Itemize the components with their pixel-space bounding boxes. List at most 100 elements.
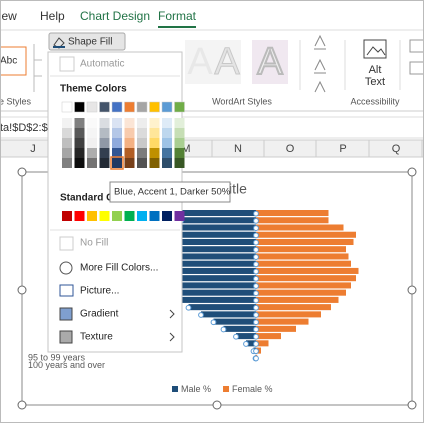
- color-swatch[interactable]: [137, 138, 147, 148]
- color-swatch[interactable]: [112, 128, 122, 138]
- color-swatch[interactable]: [162, 158, 172, 168]
- color-swatch[interactable]: [61, 101, 73, 113]
- color-swatch[interactable]: [112, 118, 122, 128]
- color-swatch[interactable]: [99, 118, 110, 128]
- color-swatch[interactable]: [62, 118, 72, 128]
- color-swatch[interactable]: [162, 118, 172, 128]
- color-swatch[interactable]: [111, 101, 123, 113]
- menu-item[interactable]: Gradient: [80, 309, 119, 320]
- color-swatch[interactable]: [124, 101, 135, 113]
- color-swatch[interactable]: [162, 138, 172, 148]
- color-swatch[interactable]: [136, 101, 148, 113]
- wordart-tile[interactable]: [252, 40, 288, 84]
- color-swatch[interactable]: [174, 118, 185, 128]
- color-swatch[interactable]: [74, 148, 85, 158]
- color-swatch[interactable]: [62, 148, 72, 158]
- resize-handle[interactable]: [17, 400, 27, 410]
- color-swatch[interactable]: [74, 101, 85, 113]
- color-swatch[interactable]: [99, 138, 110, 148]
- fill-color-bar: [53, 46, 65, 48]
- color-swatch[interactable]: [74, 128, 85, 138]
- color-swatch[interactable]: [112, 211, 122, 221]
- color-swatch[interactable]: [112, 148, 122, 158]
- color-swatch[interactable]: [137, 158, 147, 168]
- color-swatch[interactable]: [162, 128, 172, 138]
- resize-handle[interactable]: [212, 400, 222, 410]
- color-swatch[interactable]: [149, 118, 160, 128]
- color-swatch[interactable]: [174, 148, 185, 158]
- color-swatch[interactable]: [149, 101, 160, 113]
- color-swatch[interactable]: [149, 138, 160, 148]
- color-swatch[interactable]: [62, 138, 72, 148]
- color-swatch[interactable]: [124, 211, 135, 221]
- color-swatch[interactable]: [124, 158, 135, 168]
- wordart-tile[interactable]: [205, 40, 241, 84]
- color-swatch[interactable]: [62, 158, 72, 168]
- tab[interactable]: Help: [40, 9, 65, 23]
- menu-item[interactable]: Picture...: [80, 286, 119, 297]
- color-swatch[interactable]: [137, 128, 147, 138]
- color-swatch[interactable]: [99, 128, 110, 138]
- tab[interactable]: Format: [158, 9, 197, 23]
- color-swatch[interactable]: [99, 211, 110, 221]
- selection-handle: [185, 304, 192, 311]
- color-swatch[interactable]: [87, 118, 97, 128]
- color-swatch[interactable]: [62, 128, 72, 138]
- color-swatch[interactable]: [137, 118, 147, 128]
- color-swatch[interactable]: [99, 158, 110, 168]
- color-swatch[interactable]: [149, 148, 160, 158]
- scroll-arrows[interactable]: [33, 44, 42, 92]
- color-swatch[interactable]: [149, 158, 160, 168]
- color-swatch[interactable]: [87, 211, 97, 221]
- menu-item[interactable]: Texture: [80, 332, 113, 343]
- menu-item[interactable]: No Fill: [80, 238, 108, 249]
- color-swatch[interactable]: [161, 101, 173, 113]
- menu-item[interactable]: More Fill Colors...: [80, 263, 158, 274]
- color-swatch[interactable]: [87, 148, 97, 158]
- color-swatch[interactable]: [124, 138, 135, 148]
- category-label: 95 to 99 years: [28, 353, 86, 363]
- color-swatch[interactable]: [137, 148, 147, 158]
- tab[interactable]: View: [0, 9, 17, 23]
- color-swatch[interactable]: [74, 138, 85, 148]
- color-swatch[interactable]: [74, 118, 85, 128]
- color-swatch[interactable]: [124, 118, 135, 128]
- resize-handle[interactable]: [17, 285, 27, 295]
- color-swatch[interactable]: [149, 211, 160, 221]
- alt-text-label[interactable]: Alt: [369, 64, 382, 76]
- color-swatch[interactable]: [174, 101, 185, 113]
- resize-handle[interactable]: [407, 285, 417, 295]
- shape-fill-button[interactable]: [48, 32, 126, 51]
- color-swatch[interactable]: [87, 128, 97, 138]
- color-swatch[interactable]: [137, 211, 147, 221]
- color-swatch[interactable]: [62, 211, 72, 221]
- color-swatch[interactable]: [174, 211, 185, 221]
- color-swatch[interactable]: [74, 158, 85, 168]
- color-swatch[interactable]: [112, 138, 122, 148]
- color-swatch[interactable]: [174, 128, 185, 138]
- color-swatch[interactable]: [174, 158, 185, 168]
- color-swatch[interactable]: [124, 148, 135, 158]
- color-swatch[interactable]: [87, 158, 97, 168]
- resize-handle[interactable]: [407, 167, 417, 177]
- bar: [256, 267, 359, 274]
- menu-item[interactable]: Automatic: [80, 59, 124, 70]
- color-swatch[interactable]: [112, 158, 122, 168]
- color-swatch[interactable]: [162, 148, 172, 158]
- style-sample[interactable]: [0, 46, 27, 76]
- group-label: Shape Styles: [0, 96, 32, 106]
- color-swatch[interactable]: [87, 138, 97, 148]
- color-swatch[interactable]: [124, 128, 135, 138]
- color-swatch[interactable]: [174, 138, 185, 148]
- color-swatch[interactable]: [74, 211, 85, 221]
- color-swatch[interactable]: [149, 128, 160, 138]
- color-swatch[interactable]: [99, 101, 110, 113]
- color-swatch[interactable]: [99, 148, 110, 158]
- color-swatch[interactable]: [162, 211, 172, 221]
- tab[interactable]: Chart Design: [80, 9, 150, 23]
- resize-handle[interactable]: [17, 167, 27, 177]
- resize-handle[interactable]: [407, 400, 417, 410]
- alt-text-label[interactable]: Text: [365, 76, 385, 88]
- color-swatch[interactable]: [86, 101, 98, 113]
- selection-handle: [253, 355, 259, 362]
